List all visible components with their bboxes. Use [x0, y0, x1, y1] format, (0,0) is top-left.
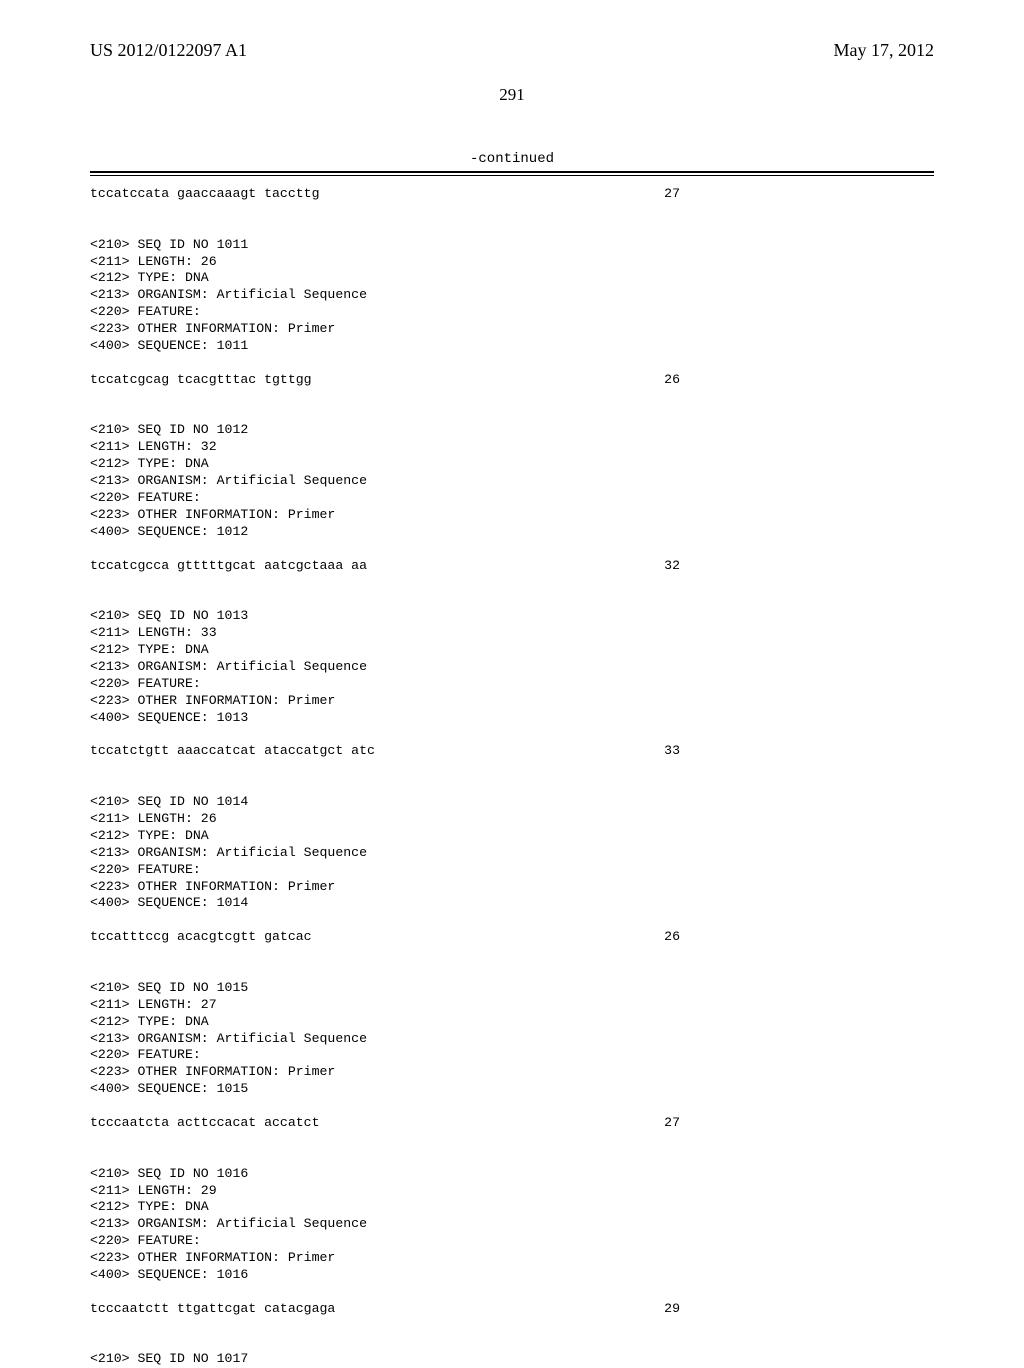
sequence-length: 26 [664, 372, 680, 389]
seq-meta-line: <213> ORGANISM: Artificial Sequence [90, 845, 934, 862]
horizontal-rule [90, 171, 934, 176]
sequence-text: tccatcgcag tcacgtttac tgttgg [90, 372, 312, 389]
seq-meta-line: <211> LENGTH: 27 [90, 997, 934, 1014]
sequence-line: tcccaatcta acttccacat accatct 27 [90, 1115, 680, 1132]
seq-meta-line: <210> SEQ ID NO 1014 [90, 794, 934, 811]
seq-meta-line: <220> FEATURE: [90, 676, 934, 693]
seq-meta-line: <212> TYPE: DNA [90, 642, 934, 659]
seq-meta-line: <211> LENGTH: 26 [90, 811, 934, 828]
seq-meta-line: <223> OTHER INFORMATION: Primer [90, 1064, 934, 1081]
seq-meta-line: <212> TYPE: DNA [90, 1199, 934, 1216]
seq-meta-line: <212> TYPE: DNA [90, 270, 934, 287]
seq-meta-line: <210> SEQ ID NO 1011 [90, 237, 934, 254]
seq-meta-line: <223> OTHER INFORMATION: Primer [90, 321, 934, 338]
publication-date: May 17, 2012 [834, 40, 935, 61]
sequence-length: 29 [664, 1301, 680, 1318]
seq-meta-line: <211> LENGTH: 33 [90, 625, 934, 642]
seq-meta-line: <220> FEATURE: [90, 1047, 934, 1064]
seq-meta-line: <223> OTHER INFORMATION: Primer [90, 1250, 934, 1267]
seq-meta-line: <400> SEQUENCE: 1012 [90, 524, 934, 541]
seq-meta-line: <213> ORGANISM: Artificial Sequence [90, 1031, 934, 1048]
sequence-line: tcccaatctt ttgattcgat catacgaga 29 [90, 1301, 680, 1318]
seq-meta-line: <210> SEQ ID NO 1015 [90, 980, 934, 997]
seq-meta-line: <210> SEQ ID NO 1012 [90, 422, 934, 439]
seq-meta-line: <212> TYPE: DNA [90, 456, 934, 473]
publication-number: US 2012/0122097 A1 [90, 40, 247, 61]
sequence-line: tccatttccg acacgtcgtt gatcac 26 [90, 929, 680, 946]
page-number: 291 [90, 85, 934, 105]
seq-meta-line: <220> FEATURE: [90, 862, 934, 879]
seq-meta-line: <212> TYPE: DNA [90, 1014, 934, 1031]
seq-meta-line: <210> SEQ ID NO 1016 [90, 1166, 934, 1183]
sequence-length: 26 [664, 929, 680, 946]
seq-meta-line: <213> ORGANISM: Artificial Sequence [90, 287, 934, 304]
seq-meta-line: <213> ORGANISM: Artificial Sequence [90, 1216, 934, 1233]
sequence-text: tccatctgtt aaaccatcat ataccatgct atc [90, 743, 375, 760]
sequence-text: tccatttccg acacgtcgtt gatcac [90, 929, 312, 946]
seq-meta-line: <223> OTHER INFORMATION: Primer [90, 879, 934, 896]
sequence-text: tcccaatcta acttccacat accatct [90, 1115, 320, 1132]
seq-meta-line: <220> FEATURE: [90, 304, 934, 321]
patent-page: US 2012/0122097 A1 May 17, 2012 291 -con… [0, 0, 1024, 1320]
seq-meta-line: <223> OTHER INFORMATION: Primer [90, 693, 934, 710]
seq-meta-line: <220> FEATURE: [90, 1233, 934, 1250]
seq-meta-line: <211> LENGTH: 26 [90, 254, 934, 271]
seq-meta-line: <223> OTHER INFORMATION: Primer [90, 507, 934, 524]
seq-meta-line: <400> SEQUENCE: 1015 [90, 1081, 934, 1098]
seq-meta-line: <220> FEATURE: [90, 490, 934, 507]
sequence-line: tccatccata gaaccaaagt taccttg 27 [90, 186, 680, 203]
sequence-length: 27 [664, 1115, 680, 1132]
sequence-length: 27 [664, 186, 680, 203]
seq-meta-line: <211> LENGTH: 32 [90, 439, 934, 456]
sequence-length: 33 [664, 743, 680, 760]
sequence-length: 32 [664, 558, 680, 575]
page-header: US 2012/0122097 A1 May 17, 2012 [90, 40, 934, 61]
seq-meta-line: <400> SEQUENCE: 1011 [90, 338, 934, 355]
sequence-line: tccatctgtt aaaccatcat ataccatgct atc 33 [90, 743, 680, 760]
sequence-text: tccatccata gaaccaaagt taccttg [90, 186, 320, 203]
sequence-text: tccatcgcca gtttttgcat aatcgctaaa aa [90, 558, 367, 575]
sequence-listing-body: tccatccata gaaccaaagt taccttg 27 <210> SE… [90, 186, 934, 1368]
seq-meta-line: <400> SEQUENCE: 1013 [90, 710, 934, 727]
seq-meta-line: <211> LENGTH: 29 [90, 1183, 934, 1200]
seq-meta-line: <210> SEQ ID NO 1013 [90, 608, 934, 625]
seq-meta-line: <400> SEQUENCE: 1016 [90, 1267, 934, 1284]
seq-meta-line: <212> TYPE: DNA [90, 828, 934, 845]
seq-meta-line: <400> SEQUENCE: 1014 [90, 895, 934, 912]
continued-label: -continued [90, 151, 934, 167]
sequence-line: tccatcgcca gtttttgcat aatcgctaaa aa 32 [90, 558, 680, 575]
seq-meta-line: <213> ORGANISM: Artificial Sequence [90, 473, 934, 490]
sequence-line: tccatcgcag tcacgtttac tgttgg 26 [90, 372, 680, 389]
seq-meta-line: <210> SEQ ID NO 1017 [90, 1351, 934, 1368]
seq-meta-line: <213> ORGANISM: Artificial Sequence [90, 659, 934, 676]
sequence-text: tcccaatctt ttgattcgat catacgaga [90, 1301, 335, 1318]
